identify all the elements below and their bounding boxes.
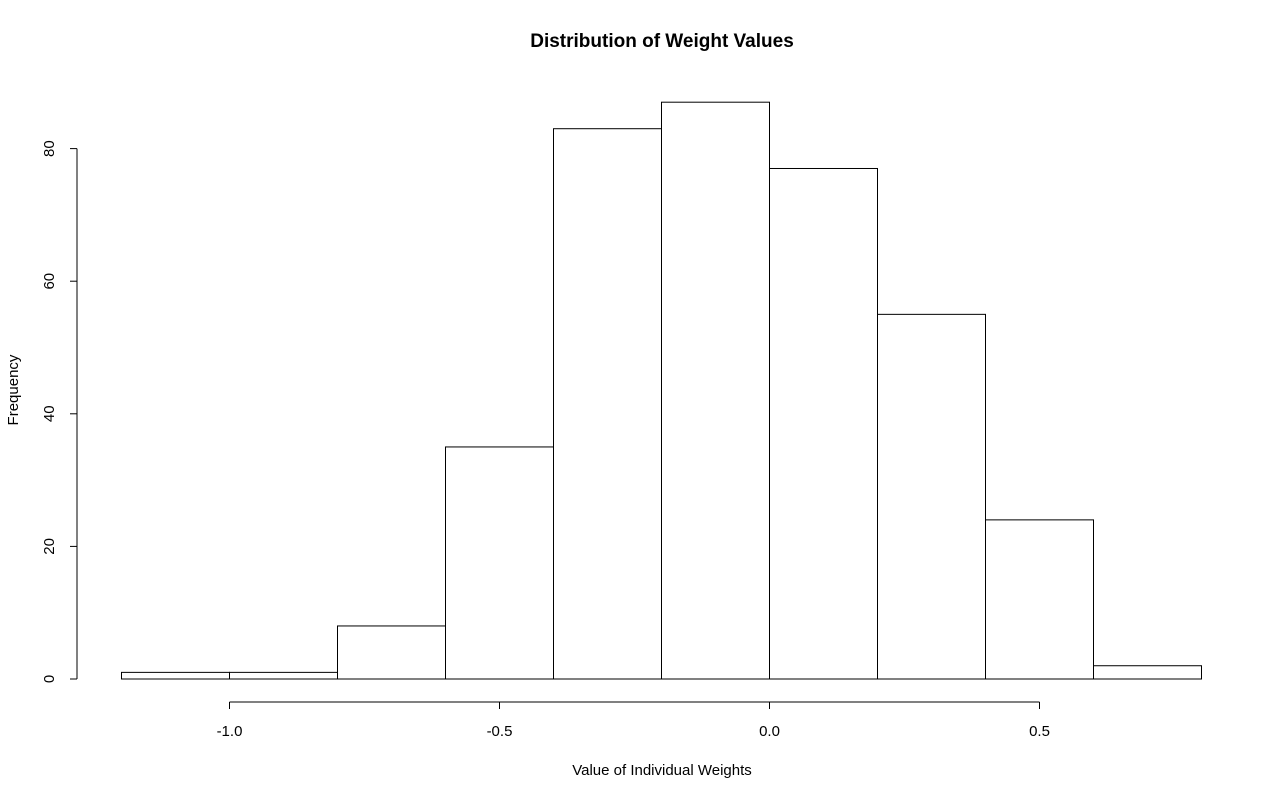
histogram-bar [121,671,230,680]
x-tick-label: 0.0 [759,723,780,740]
histogram-bar [229,671,338,680]
x-axis-label: Value of Individual Weights [572,762,752,779]
histogram-bars [121,101,1202,680]
y-axis-label: Frequency [5,354,22,425]
x-tick-label: 0.5 [1029,723,1050,740]
histogram-bar [769,167,878,680]
y-axis: 0 20 40 60 80 [41,140,78,683]
histogram-bar [661,101,770,680]
histogram-bar [877,313,986,680]
x-axis: -1.0 -0.5 0.0 0.5 [217,701,1050,740]
histogram-bar [1093,665,1202,680]
histogram-bar [553,128,662,680]
histogram-bar [985,519,1094,680]
histogram-bar [445,446,554,680]
histogram-bar [337,625,446,680]
y-tick-label: 40 [41,405,58,422]
y-tick-label: 60 [41,273,58,290]
y-tick-label: 0 [41,675,58,683]
x-tick-label: -1.0 [217,723,243,740]
chart-title: Distribution of Weight Values [530,31,794,52]
x-tick-label: -0.5 [487,723,513,740]
y-tick-label: 80 [41,140,58,157]
y-tick-label: 20 [41,538,58,555]
